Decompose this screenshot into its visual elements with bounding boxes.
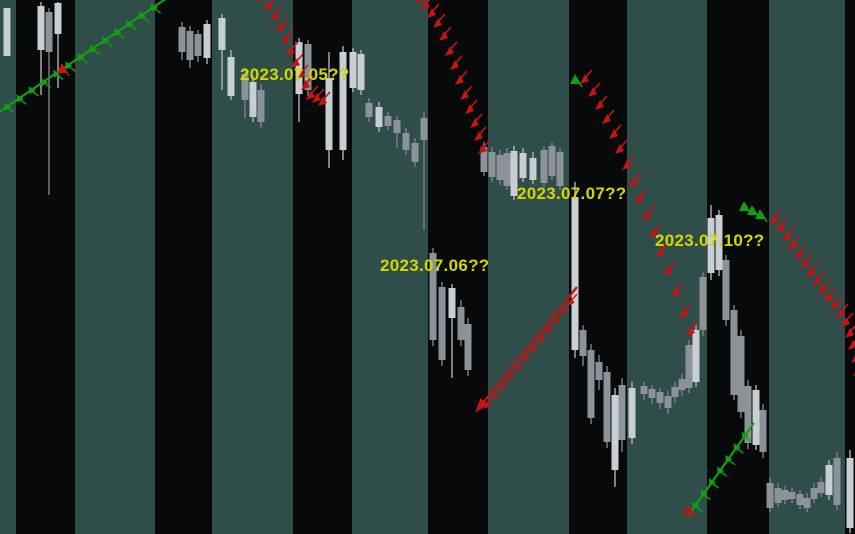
candle [774, 483, 782, 507]
candle [464, 318, 472, 376]
candle [817, 477, 825, 497]
candle [692, 325, 700, 387]
candle [496, 150, 504, 185]
candle [203, 20, 211, 64]
red-signal-series-jul05 [258, 0, 331, 106]
candle [429, 248, 437, 346]
candle [846, 450, 854, 533]
candle [664, 391, 672, 414]
candle [365, 98, 373, 122]
candle [752, 385, 760, 450]
red-signal-series-jul06 [415, 0, 491, 154]
candle [707, 205, 715, 280]
candle [796, 490, 804, 509]
session-stripe [16, 0, 75, 534]
candle [788, 488, 796, 503]
candle [257, 84, 265, 128]
candle [457, 300, 465, 346]
candle [411, 138, 419, 167]
candle [325, 52, 333, 168]
candle [678, 374, 686, 396]
candle [759, 404, 767, 458]
candle [618, 378, 626, 452]
candle [375, 102, 383, 132]
candle [595, 355, 603, 390]
candle [295, 38, 303, 122]
candle [611, 388, 619, 487]
candle [628, 382, 636, 444]
candle [744, 380, 752, 449]
candle [194, 30, 202, 62]
red-signal-series-jul10 [770, 209, 855, 376]
candle [339, 46, 347, 160]
candle [730, 305, 738, 400]
date-label-jul06: 2023.07.06?? [380, 256, 489, 275]
candle [227, 50, 235, 100]
candle [420, 112, 428, 230]
trendline-arrowhead [474, 398, 489, 413]
session-stripe [428, 0, 488, 534]
red-signal-arrow-bottom-right [683, 505, 696, 519]
candle [825, 460, 833, 500]
candle [384, 112, 392, 130]
candle [519, 148, 527, 182]
candle [648, 385, 656, 404]
red-signal-arrow-on-line [57, 63, 70, 77]
candle [503, 148, 511, 190]
candle [556, 148, 564, 190]
candle [448, 284, 456, 378]
candle [249, 76, 257, 122]
candle [587, 344, 595, 424]
candle [579, 325, 587, 366]
candle [510, 146, 518, 200]
candle [833, 452, 841, 510]
candle [810, 483, 818, 503]
candle [803, 493, 811, 512]
candle [640, 382, 648, 400]
candle [529, 152, 537, 184]
candle [186, 26, 194, 68]
date-label-jul07: 2023.07.07?? [517, 184, 626, 203]
candle [402, 128, 410, 155]
candle [241, 68, 249, 118]
candle [45, 8, 53, 195]
downtrend-pointer-line-center [474, 286, 578, 413]
candle [357, 50, 365, 95]
candle [218, 14, 226, 90]
candle [715, 210, 723, 276]
candle [722, 255, 730, 326]
uptrend-line-top-left [0, 0, 167, 114]
candle [540, 146, 548, 187]
green-signal-arrow-jul10-high-3 [755, 209, 768, 223]
candle [685, 340, 693, 393]
candle [349, 48, 357, 92]
date-label-jul05: 2023.07.05?? [240, 65, 349, 84]
red-signal-series-jul07 [580, 69, 699, 336]
candle [488, 147, 496, 182]
candle [737, 330, 745, 418]
candle [178, 22, 186, 60]
uptrend-line-bottom-right [687, 422, 755, 517]
session-stripe [155, 0, 212, 534]
candle [438, 282, 446, 366]
candle [3, 8, 11, 56]
green-signal-arrow-jul07-start [570, 74, 583, 88]
candle [548, 142, 556, 180]
candle [699, 272, 707, 336]
candle [603, 366, 611, 448]
session-stripe [845, 0, 855, 534]
candle [37, 2, 45, 95]
candle [393, 116, 401, 148]
date-label-jul10: 2023.07.10?? [655, 231, 764, 250]
candle [781, 486, 789, 504]
candle [656, 388, 664, 409]
candle [571, 182, 579, 358]
candle [671, 382, 679, 403]
candle [766, 478, 774, 512]
